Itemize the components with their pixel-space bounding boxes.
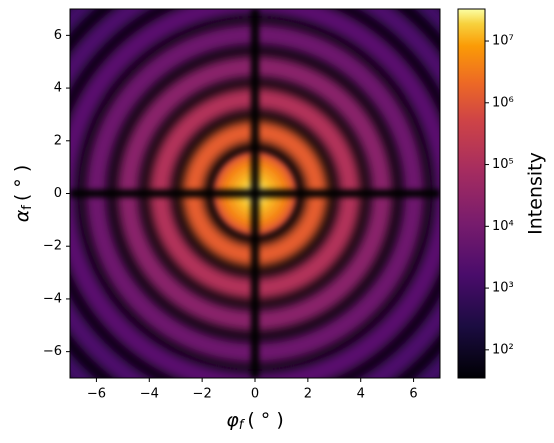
x-tick-label: −4 bbox=[140, 387, 159, 402]
y-axis-label: αf ( ° ) bbox=[11, 165, 35, 223]
colorbar-tick-label: 10⁴ bbox=[492, 219, 514, 234]
x-tick-label: −2 bbox=[193, 387, 212, 402]
x-tick-label: 4 bbox=[357, 387, 365, 402]
x-tick-label: −6 bbox=[87, 387, 106, 402]
y-label-unit: ( ° ) bbox=[11, 165, 33, 201]
y-tick-label: 6 bbox=[54, 28, 62, 43]
x-label-sub: f bbox=[239, 418, 246, 433]
heatmap-image bbox=[70, 9, 440, 378]
y-tick-label: 0 bbox=[54, 186, 62, 201]
y-label-sub: f bbox=[20, 205, 35, 210]
colorbar-tick-label: 10² bbox=[492, 342, 514, 357]
colorbar-label: Intensity bbox=[525, 152, 547, 235]
x-label-symbol: φ bbox=[226, 409, 239, 431]
colorbar-tick-label: 10³ bbox=[492, 281, 514, 296]
y-tick-label: −4 bbox=[43, 291, 62, 306]
x-tick-label: 0 bbox=[251, 387, 259, 402]
colorbar bbox=[457, 8, 486, 379]
y-tick-label: 2 bbox=[54, 133, 62, 148]
x-tick-label: 2 bbox=[304, 387, 312, 402]
colorbar-tick-label: 10⁵ bbox=[492, 157, 514, 172]
y-tick-label: 4 bbox=[54, 81, 62, 96]
colorbar-tick-label: 10⁷ bbox=[492, 34, 514, 49]
x-tick-label: 6 bbox=[409, 387, 417, 402]
colorbar-tick-label: 10⁶ bbox=[492, 95, 514, 110]
y-tick-label: −2 bbox=[43, 239, 62, 254]
y-tick-label: −6 bbox=[43, 344, 62, 359]
y-label-symbol: α bbox=[11, 209, 33, 222]
x-axis-label: φf( ° ) bbox=[226, 409, 284, 433]
x-label-unit: ( ° ) bbox=[247, 409, 283, 431]
